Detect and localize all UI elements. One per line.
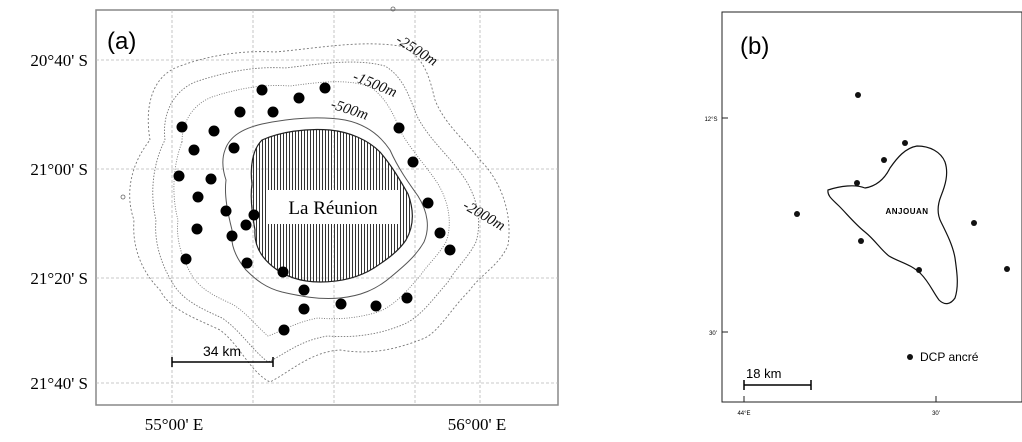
scale-label-b: 18 km xyxy=(746,366,781,381)
lat-label-2120: 21°20' S xyxy=(30,269,88,288)
lat-label-12s: 12°S xyxy=(704,117,717,123)
lat-label-30: 30' xyxy=(709,331,717,337)
legend-dot xyxy=(907,354,913,360)
lon-label-44e: 44°E xyxy=(737,411,750,417)
legend-label: DCP ancré xyxy=(920,350,979,364)
lat-label-2040: 20°40' S xyxy=(30,51,88,70)
panel-label-a: (a) xyxy=(107,28,136,55)
panel-label-b: (b) xyxy=(740,33,769,60)
contour-1500m xyxy=(173,81,450,337)
reunion-map: La Réunion -2500m -1500m -500m -2000m xyxy=(30,6,559,434)
fad-dots xyxy=(173,82,456,336)
dcp-dots xyxy=(794,92,1010,273)
map-panel-b: (b) ANJOUAN DCP ancré 18 km 12°S 30' 44°… xyxy=(685,0,1022,437)
anjouan-map: (b) ANJOUAN DCP ancré 18 km 12°S 30' 44°… xyxy=(704,11,1022,417)
lon-label-56: 56°00' E xyxy=(448,415,507,434)
lon-label-30: 30' xyxy=(932,411,940,417)
map-panel-a: La Réunion -2500m -1500m -500m -2000m xyxy=(30,6,559,434)
scale-bar-b xyxy=(743,380,812,390)
lat-label-2100: 21°00' S xyxy=(30,160,88,179)
lon-label-55: 55°00' E xyxy=(145,415,204,434)
scale-label-a: 34 km xyxy=(203,343,241,359)
ticks-b xyxy=(722,117,937,402)
contour-2000m xyxy=(152,61,479,363)
island-label-bg xyxy=(268,190,398,224)
anjouan-island xyxy=(827,145,958,305)
island-name-b: ANJOUAN xyxy=(885,207,928,216)
lat-label-2140: 21°40' S xyxy=(30,374,88,393)
scale-bar-a xyxy=(171,357,274,367)
contour-2500m xyxy=(129,43,510,383)
island-name: La Réunion xyxy=(288,198,378,219)
contour-500m xyxy=(222,117,428,299)
